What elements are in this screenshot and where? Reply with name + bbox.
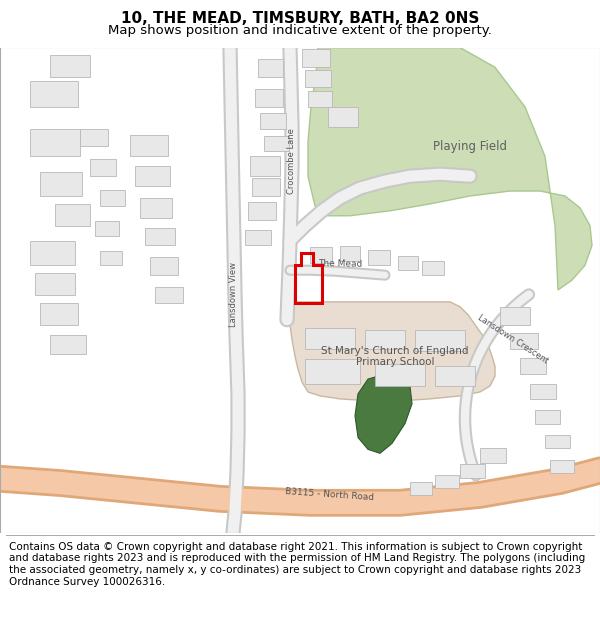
Bar: [135, 166, 170, 186]
Text: St Mary's Church of England
Primary School: St Mary's Church of England Primary Scho…: [321, 346, 469, 367]
Bar: [530, 384, 556, 399]
Text: Lansdown Crescent: Lansdown Crescent: [476, 313, 550, 366]
Bar: [50, 334, 86, 354]
Bar: [460, 464, 485, 478]
Bar: [415, 329, 465, 351]
Bar: [30, 241, 75, 265]
Bar: [368, 251, 390, 265]
Bar: [90, 159, 116, 176]
Bar: [155, 287, 183, 303]
Bar: [305, 328, 355, 349]
Bar: [140, 198, 172, 217]
Bar: [535, 410, 560, 424]
Bar: [305, 359, 360, 384]
Text: Crocombe Lane: Crocombe Lane: [287, 128, 296, 194]
Polygon shape: [308, 48, 592, 290]
Text: B3115 - North Road: B3115 - North Road: [285, 488, 375, 502]
Bar: [410, 482, 432, 495]
Bar: [340, 246, 360, 261]
Bar: [150, 258, 178, 275]
Bar: [310, 248, 332, 263]
Bar: [145, 228, 175, 246]
Bar: [500, 307, 530, 324]
Bar: [80, 129, 108, 146]
Bar: [375, 364, 425, 386]
Bar: [130, 134, 168, 156]
Bar: [328, 107, 358, 127]
Bar: [510, 332, 538, 349]
Bar: [40, 173, 82, 196]
Bar: [100, 190, 125, 206]
Bar: [260, 113, 286, 129]
Bar: [245, 229, 271, 246]
Bar: [50, 56, 90, 78]
Bar: [55, 204, 90, 226]
Bar: [435, 475, 459, 488]
Text: Contains OS data © Crown copyright and database right 2021. This information is : Contains OS data © Crown copyright and d…: [9, 542, 585, 586]
Text: Lansdown View: Lansdown View: [229, 262, 238, 328]
Text: The Mead: The Mead: [318, 259, 362, 269]
Bar: [30, 129, 80, 156]
Bar: [35, 273, 75, 295]
Polygon shape: [288, 302, 495, 401]
Bar: [398, 256, 418, 270]
Bar: [422, 261, 444, 275]
Text: Playing Field: Playing Field: [433, 140, 507, 153]
Bar: [30, 81, 78, 107]
Bar: [365, 329, 405, 349]
Bar: [250, 156, 280, 176]
Bar: [252, 178, 280, 196]
Bar: [520, 358, 546, 374]
Bar: [95, 221, 119, 236]
Bar: [302, 49, 330, 68]
Bar: [435, 366, 475, 386]
Polygon shape: [355, 374, 412, 453]
Bar: [480, 448, 506, 463]
Bar: [255, 89, 283, 107]
Bar: [545, 434, 570, 448]
Bar: [40, 303, 78, 324]
Bar: [258, 59, 283, 78]
Text: 10, THE MEAD, TIMSBURY, BATH, BA2 0NS: 10, THE MEAD, TIMSBURY, BATH, BA2 0NS: [121, 11, 479, 26]
Bar: [305, 70, 331, 87]
Bar: [100, 251, 122, 265]
Bar: [264, 136, 289, 151]
Bar: [248, 202, 276, 220]
Bar: [550, 460, 574, 473]
Text: Map shows position and indicative extent of the property.: Map shows position and indicative extent…: [108, 24, 492, 37]
Bar: [308, 91, 332, 107]
